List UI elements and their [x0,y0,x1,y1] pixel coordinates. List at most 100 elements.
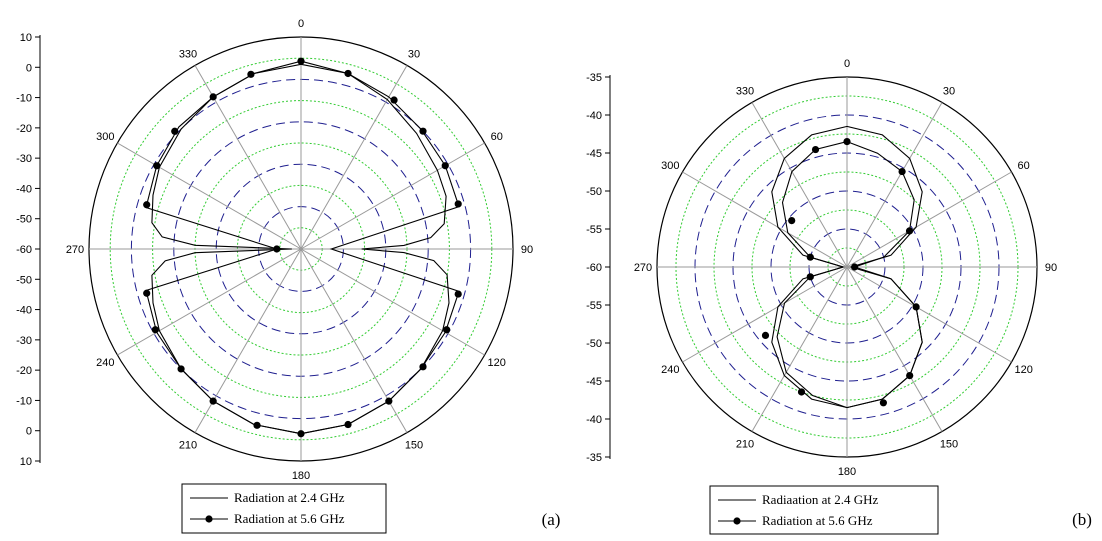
spoke-150 [300,248,408,433]
angle-tick-label: 150 [405,440,423,452]
spoke-60 [846,171,1012,268]
data-point-marker [797,388,806,396]
radial-tick-label: -30 [16,153,32,165]
angle-tick-label: 240 [96,357,114,369]
radial-tick-label: -60 [586,262,602,274]
radial-tick-label: -50 [586,338,602,350]
angle-tick-label: 150 [940,439,958,451]
spoke-150 [846,266,943,432]
angle-tick-label: 210 [736,439,754,451]
data-point-marker [177,365,185,373]
legend-label: Radiation at 5.6 GHz [234,511,345,526]
angle-tick-label: 300 [661,160,679,172]
data-point-marker [851,263,859,271]
data-point-marker [905,227,914,235]
angle-tick-label: 120 [1014,364,1032,376]
data-point-marker [209,397,217,405]
angle-tick-label: 330 [736,85,754,97]
data-point-marker [344,420,352,429]
radial-tick-label: -35 [586,72,602,84]
data-point-marker [143,289,151,297]
radial-tick-label: -40 [16,183,32,195]
data-point-marker [171,127,179,135]
angle-tick-label: 60 [491,131,503,143]
spoke-240 [117,248,302,356]
spoke-30 [300,65,408,250]
angle-tick-label: 0 [844,58,850,70]
data-point-marker [912,303,920,311]
data-point-marker [153,162,161,170]
data-point-marker [906,371,914,380]
polar-chart-b: 0 30 60 90 120 150 180 210 240 270 300 330 -35 -40 -45… [586,58,1092,535]
data-point-marker [247,70,255,78]
radial-tick-label: -40 [586,414,602,426]
data-point-marker [454,200,462,208]
data-point-marker [253,421,261,429]
data-point-marker [806,273,814,281]
spoke-120 [846,266,1012,363]
polar-chart-a: 0 30 60 90 120 150 180 210 240 270 300 330 10 0 -10 -20… [16,18,561,534]
spoke-30 [846,102,943,268]
angle-tick-label: 0 [298,18,304,30]
angle-tick-label: 270 [66,244,84,256]
radial-tick-label: 10 [20,456,32,468]
spoke-120 [300,248,485,356]
series-line-5-6ghz [776,141,923,409]
legend-box [709,485,939,535]
radial-tick-label: -20 [16,123,32,135]
angle-tick-label: 30 [408,48,420,60]
data-point-marker [843,138,851,146]
angle-tick-label: 120 [488,357,506,369]
angle-tick-label: 30 [943,85,955,97]
legend-box [181,483,387,534]
data-point-marker [297,57,305,65]
panel-label: (b) [1072,510,1092,529]
radial-tick-label: -45 [586,376,602,388]
data-point-marker [443,326,451,334]
data-point-marker [297,430,305,438]
legend-label: Radiaation at 2.4 GHz [762,492,878,507]
data-point-marker [143,201,151,209]
spoke-300 [117,142,302,250]
radial-tick-label: -35 [586,452,602,464]
spoke-330 [751,102,848,268]
radial-tick-label: 0 [26,62,32,74]
data-point-marker [879,399,887,407]
panel-label: (a) [542,510,561,529]
data-point-marker [419,127,427,135]
data-point-marker [385,397,393,405]
radial-tick-label: -60 [16,244,32,256]
spoke-210 [194,248,302,433]
angle-tick-label: 270 [634,262,652,274]
radial-tick-label: -55 [586,224,602,236]
radial-tick-label: -10 [16,395,32,407]
data-point-marker [788,216,796,225]
data-point-marker [344,69,352,78]
data-point-marker [390,96,398,104]
angle-tick-label: 60 [1018,160,1030,172]
radial-tick-label: 0 [26,426,32,438]
radial-tick-label: -10 [16,93,32,105]
data-point-marker [273,245,281,253]
angle-tick-label: 240 [661,364,679,376]
spoke-240 [682,266,848,363]
data-point-marker [209,93,217,101]
angle-tick-label: 330 [179,48,197,60]
legend-marker [205,515,213,523]
spoke-300 [682,171,848,268]
radial-tick-label: -50 [16,274,32,286]
data-point-marker [151,326,159,334]
radial-tick-label: -50 [16,214,32,226]
radial-tick-label: -45 [586,148,602,160]
radial-tick-label: -50 [586,186,602,198]
radial-tick-label: -40 [586,110,602,122]
radial-tick-label: -40 [16,305,32,317]
spoke-60 [300,142,485,250]
data-point-marker [454,290,462,298]
angle-tick-label: 180 [292,470,310,482]
angle-tick-label: 300 [96,131,114,143]
data-point-marker [761,331,770,339]
spoke-210 [751,266,848,432]
spoke-330 [194,65,302,250]
